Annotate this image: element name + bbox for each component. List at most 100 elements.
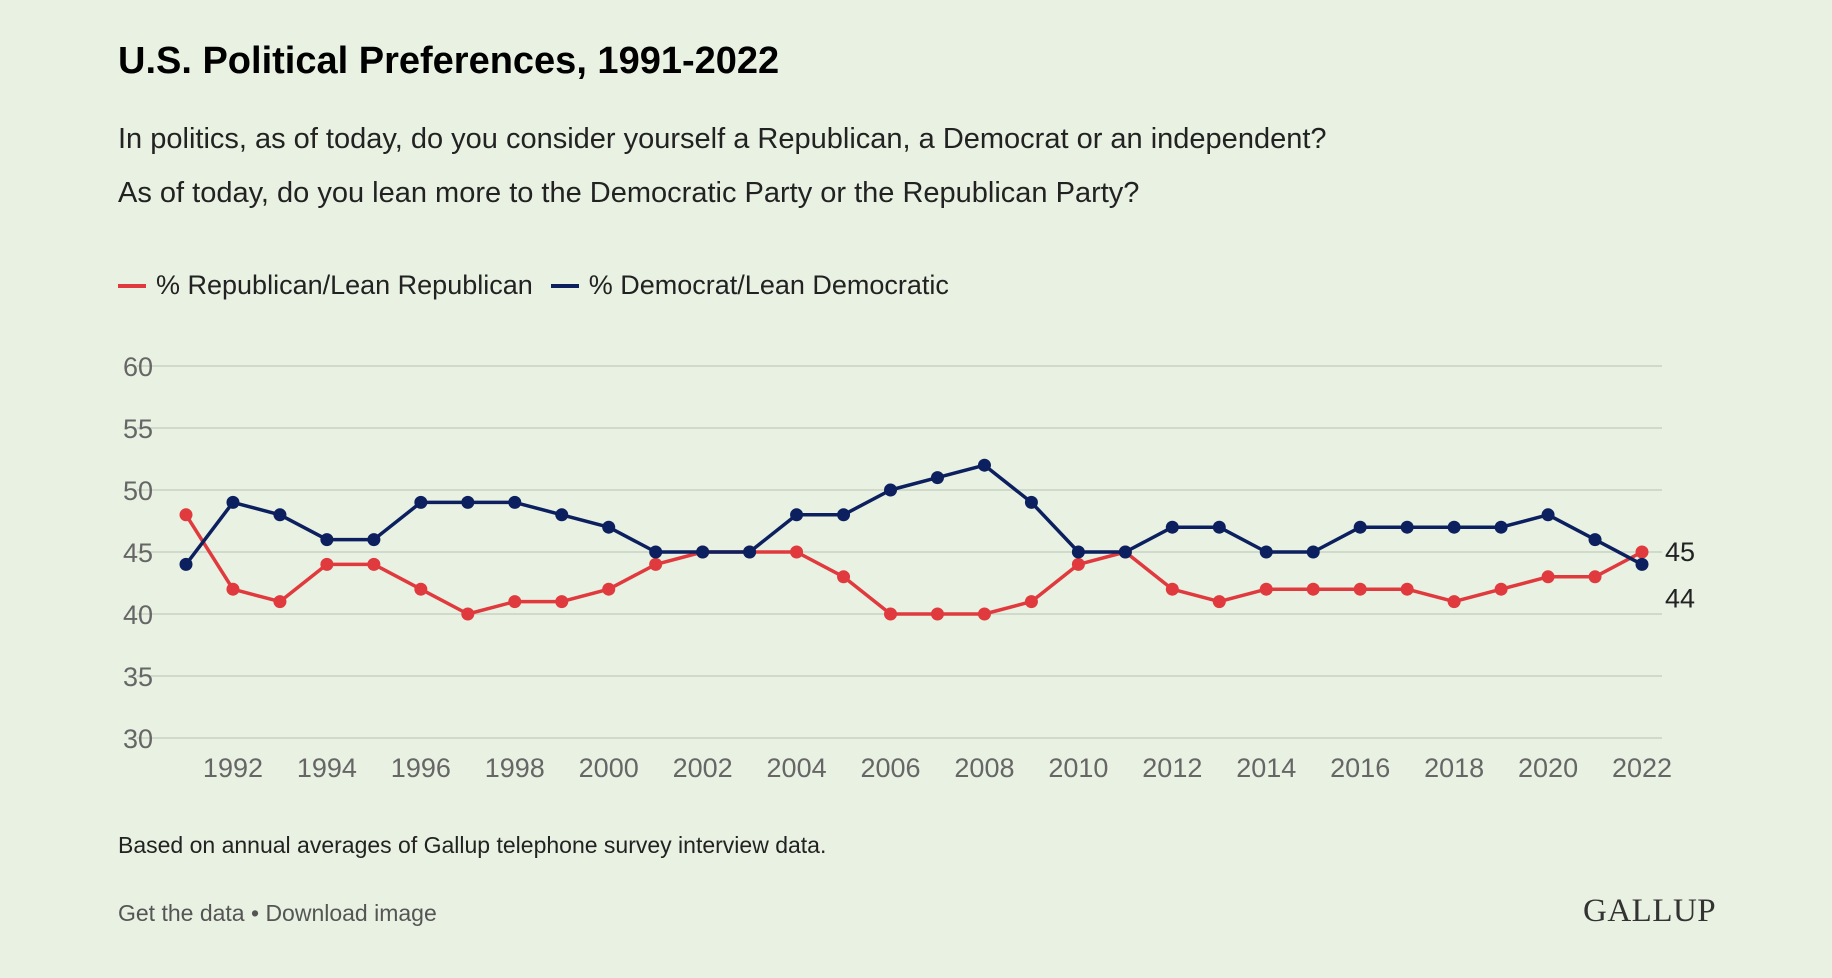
x-tick-label: 2002 bbox=[673, 753, 733, 783]
data-point-republican bbox=[1353, 582, 1367, 596]
data-point-democrat bbox=[649, 545, 663, 559]
legend-item-republican: % Republican/Lean Republican bbox=[118, 270, 533, 301]
data-point-democrat bbox=[320, 533, 334, 547]
x-tick-label: 1998 bbox=[485, 753, 545, 783]
get-data-link[interactable]: Get the data bbox=[118, 900, 245, 926]
x-tick-label: 2008 bbox=[954, 753, 1014, 783]
download-image-link[interactable]: Download image bbox=[265, 900, 437, 926]
footer-links: Get the data • Download image bbox=[118, 900, 437, 927]
data-point-republican bbox=[1541, 570, 1555, 584]
chart-subtitle-line-2: As of today, do you lean more to the Dem… bbox=[118, 177, 1140, 209]
data-point-republican bbox=[602, 582, 616, 596]
data-point-democrat bbox=[1588, 533, 1602, 547]
data-point-democrat bbox=[179, 557, 193, 571]
data-point-republican bbox=[1494, 582, 1508, 596]
data-point-republican bbox=[1071, 557, 1085, 571]
data-point-democrat bbox=[1494, 520, 1508, 534]
data-point-democrat bbox=[930, 471, 944, 485]
data-point-republican bbox=[1635, 545, 1649, 559]
data-point-democrat bbox=[461, 495, 475, 509]
legend-swatch-republican bbox=[118, 283, 146, 288]
y-tick-label: 60 bbox=[123, 352, 153, 382]
data-point-republican bbox=[1306, 582, 1320, 596]
data-point-republican bbox=[461, 607, 475, 621]
data-point-democrat bbox=[1353, 520, 1367, 534]
data-point-democrat bbox=[555, 508, 569, 522]
x-tick-label: 2000 bbox=[579, 753, 639, 783]
data-point-democrat bbox=[273, 508, 287, 522]
y-tick-label: 45 bbox=[123, 538, 153, 568]
data-point-republican bbox=[1447, 595, 1461, 609]
legend-item-democrat: % Democrat/Lean Democratic bbox=[550, 270, 949, 301]
series-line-republican bbox=[184, 513, 1643, 616]
data-point-democrat bbox=[367, 533, 381, 547]
data-point-democrat bbox=[1118, 545, 1132, 559]
legend-swatch-democrat bbox=[550, 283, 579, 288]
x-tick-label: 2010 bbox=[1048, 753, 1108, 783]
data-point-republican bbox=[1024, 595, 1038, 609]
data-point-democrat bbox=[1541, 508, 1555, 522]
chart-title: U.S. Political Preferences, 1991-2022 bbox=[118, 40, 780, 82]
data-point-republican bbox=[179, 508, 193, 522]
data-point-republican bbox=[367, 557, 381, 571]
data-point-democrat bbox=[884, 483, 898, 497]
x-tick-label: 2012 bbox=[1142, 753, 1202, 783]
data-point-democrat bbox=[226, 495, 240, 509]
end-label-democrat: 44 bbox=[1665, 583, 1695, 613]
data-point-democrat bbox=[1259, 545, 1273, 559]
data-point-republican bbox=[884, 607, 898, 621]
chart-subtitle-line-1: In politics, as of today, do you conside… bbox=[118, 123, 1327, 155]
data-point-democrat bbox=[1071, 545, 1085, 559]
legend-label-democrat: % Democrat/Lean Democratic bbox=[588, 270, 949, 300]
data-point-republican bbox=[930, 607, 944, 621]
footnote: Based on annual averages of Gallup telep… bbox=[118, 832, 827, 858]
data-point-republican bbox=[1212, 595, 1226, 609]
x-tick-label: 2014 bbox=[1236, 753, 1296, 783]
x-tick-label: 2020 bbox=[1518, 753, 1578, 783]
y-tick-label: 30 bbox=[123, 724, 153, 754]
x-tick-label: 2016 bbox=[1330, 753, 1390, 783]
data-point-republican bbox=[273, 595, 287, 609]
data-point-republican bbox=[837, 570, 851, 584]
data-point-democrat bbox=[977, 458, 991, 472]
data-point-democrat bbox=[696, 545, 710, 559]
data-point-democrat bbox=[837, 508, 851, 522]
data-point-republican bbox=[555, 595, 569, 609]
x-tick-label: 1992 bbox=[203, 753, 263, 783]
data-point-republican bbox=[1259, 582, 1273, 596]
x-tick-label: 2018 bbox=[1424, 753, 1484, 783]
x-tick-label: 2004 bbox=[767, 753, 827, 783]
data-point-democrat bbox=[743, 545, 757, 559]
y-tick-label: 55 bbox=[123, 414, 153, 444]
data-point-democrat bbox=[1212, 520, 1226, 534]
y-tick-label: 40 bbox=[123, 600, 153, 630]
data-point-republican bbox=[414, 582, 428, 596]
data-point-republican bbox=[320, 557, 334, 571]
x-tick-label: 2006 bbox=[860, 753, 920, 783]
data-point-democrat bbox=[790, 508, 804, 522]
data-point-democrat bbox=[1306, 545, 1320, 559]
end-label-republican: 45 bbox=[1665, 537, 1695, 567]
series-line-democrat bbox=[184, 463, 1643, 566]
x-tick-label: 1994 bbox=[297, 753, 357, 783]
data-point-democrat bbox=[508, 495, 522, 509]
data-point-republican bbox=[649, 557, 663, 571]
data-point-republican bbox=[1588, 570, 1602, 584]
data-point-democrat bbox=[1165, 520, 1179, 534]
gallup-logo: GALLUP bbox=[1583, 893, 1717, 929]
y-tick-label: 50 bbox=[123, 476, 153, 506]
data-point-democrat bbox=[602, 520, 616, 534]
data-point-republican bbox=[977, 607, 991, 621]
y-tick-label: 35 bbox=[123, 662, 153, 692]
data-point-republican bbox=[508, 595, 522, 609]
data-point-republican bbox=[1400, 582, 1414, 596]
x-tick-label: 1996 bbox=[391, 753, 451, 783]
data-point-republican bbox=[1165, 582, 1179, 596]
footer-separator: • bbox=[244, 900, 266, 926]
data-point-democrat bbox=[1400, 520, 1414, 534]
data-point-republican bbox=[226, 582, 240, 596]
data-point-democrat bbox=[1635, 557, 1649, 571]
data-point-democrat bbox=[414, 495, 428, 509]
data-point-democrat bbox=[1024, 495, 1038, 509]
